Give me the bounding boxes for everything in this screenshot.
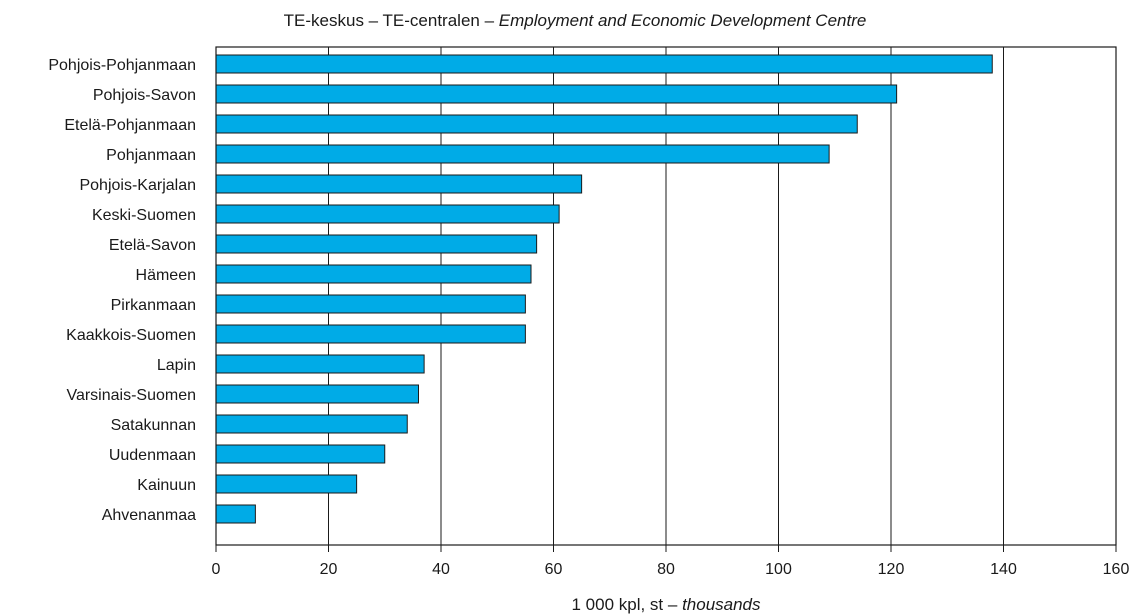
x-axis-label: 1 000 kpl, st – thousands <box>571 595 761 614</box>
bar-pohjanmaan <box>215 144 830 164</box>
x-tick-label-80: 80 <box>657 561 675 578</box>
x-axis-label-main: 1 000 kpl, st – <box>571 595 682 614</box>
category-label: Ahvenanmaa <box>102 507 196 524</box>
category-label: Kaakkois-Suomen <box>66 327 196 344</box>
bar-pohjois-pohjanmaan <box>215 54 993 74</box>
bar-kainuun <box>215 474 358 494</box>
chart-title-italic: Employment and Economic Development Cent… <box>499 11 867 30</box>
x-tick-label-40: 40 <box>432 561 450 578</box>
bar-hämeen <box>215 264 532 284</box>
category-label: Pohjanmaan <box>106 147 196 164</box>
bar-etelä-pohjanmaan <box>215 114 858 134</box>
category-label: Pohjois-Savon <box>93 87 196 104</box>
bar-kaakkois-suomen <box>215 324 526 344</box>
chart-title-main: TE-keskus – TE-centralen – <box>284 11 499 30</box>
bar-keski-suomen <box>215 204 560 224</box>
x-tick-label-100: 100 <box>765 561 792 578</box>
chart-title: TE-keskus – TE-centralen – Employment an… <box>284 11 867 30</box>
category-label: Uudenmaan <box>109 447 196 464</box>
category-label: Pirkanmaan <box>111 297 196 314</box>
bar-pohjois-savon <box>215 84 898 104</box>
bar-satakunnan <box>215 414 408 434</box>
bar-etelä-savon <box>215 234 538 254</box>
x-tick-label-0: 0 <box>212 561 221 578</box>
x-axis-ticks: 0 20 40 60 80 100 120 140 160 <box>212 545 1130 578</box>
category-label: Lapin <box>157 357 196 374</box>
bar-pohjois-karjalan <box>215 174 583 194</box>
x-tick-label-60: 60 <box>545 561 563 578</box>
category-label: Varsinais-Suomen <box>66 387 196 404</box>
x-tick-label-20: 20 <box>320 561 338 578</box>
bar-pirkanmaan <box>215 294 526 314</box>
category-label: Keski-Suomen <box>92 207 196 224</box>
category-label: Pohjois-Karjalan <box>79 177 196 194</box>
category-label: Etelä-Savon <box>109 237 196 254</box>
bars <box>215 54 993 524</box>
x-tick-label-160: 160 <box>1103 561 1130 578</box>
category-labels: Pohjois-Pohjanmaan Pohjois-Savon Etelä-Poh… <box>48 57 196 524</box>
category-label: Kainuun <box>137 477 196 494</box>
bar-lapin <box>215 354 425 374</box>
bar-ahvenanmaa <box>215 504 256 524</box>
x-tick-label-120: 120 <box>878 561 905 578</box>
category-label: Etelä-Pohjanmaan <box>64 117 196 134</box>
x-tick-label-140: 140 <box>990 561 1017 578</box>
category-label: Satakunnan <box>111 417 196 434</box>
x-axis-label-italic: thousands <box>682 595 761 614</box>
category-label: Pohjois-Pohjanmaan <box>48 57 196 74</box>
bar-uudenmaan <box>215 444 386 464</box>
category-label: Hämeen <box>136 267 196 284</box>
bar-varsinais-suomen <box>215 384 419 404</box>
